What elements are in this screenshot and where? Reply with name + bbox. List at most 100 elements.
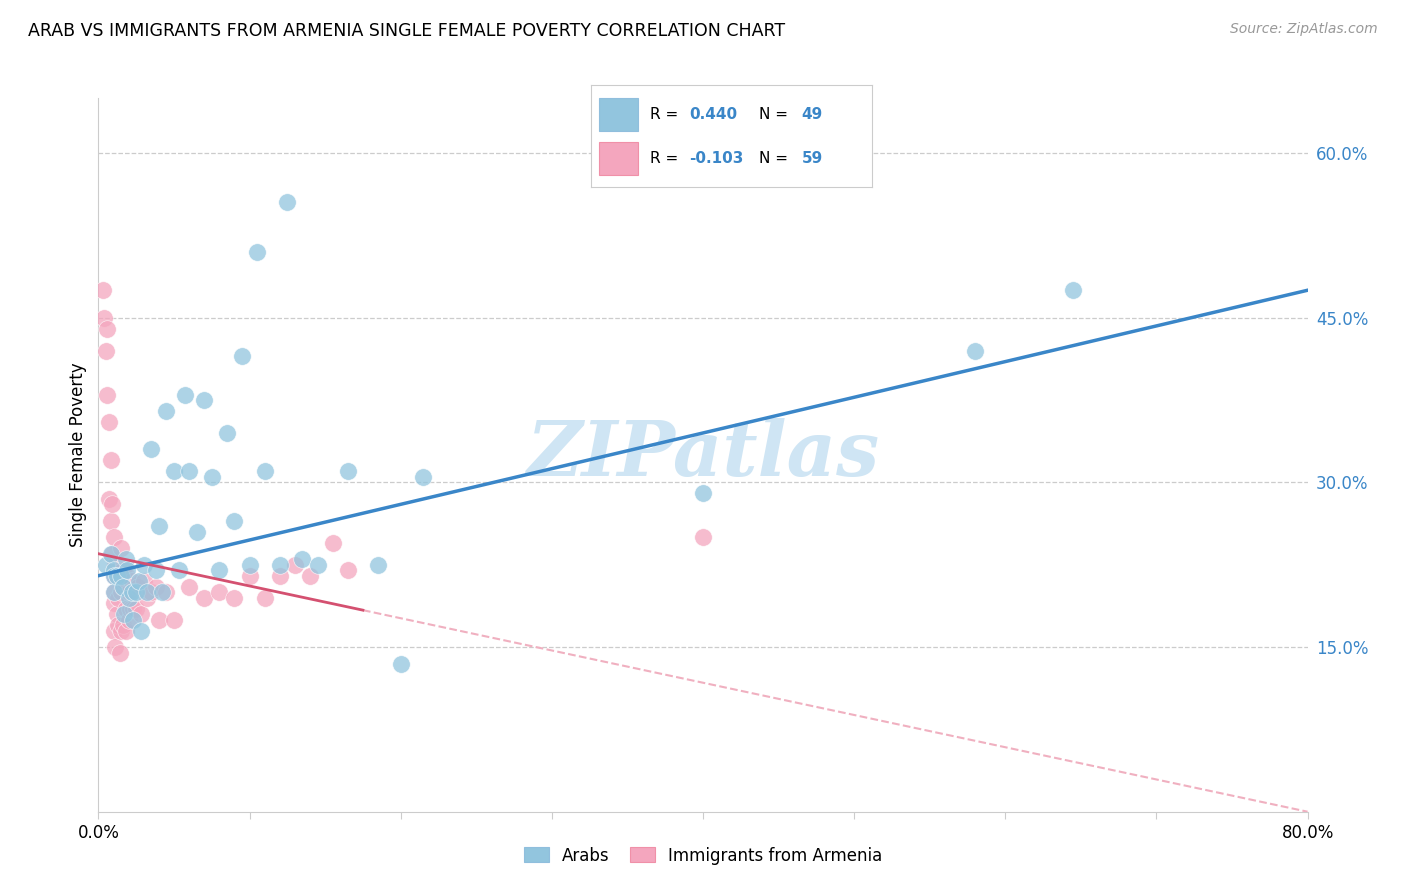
Point (122, 613, 145, 627)
Point (122, 601, 145, 615)
Point (276, 195, 298, 210)
Point (186, 524, 208, 539)
Point (224, 514, 246, 528)
Point (692, 530, 714, 544)
Point (118, 613, 141, 627)
Point (141, 585, 163, 599)
Point (132, 574, 155, 589)
Point (163, 464, 186, 478)
Point (148, 613, 170, 627)
Point (108, 646, 131, 660)
Point (167, 563, 190, 577)
Point (173, 387, 195, 401)
Point (118, 585, 141, 599)
Point (114, 601, 136, 615)
Point (105, 568, 128, 582)
Point (118, 591, 141, 605)
Point (127, 580, 149, 594)
Point (103, 596, 125, 610)
Point (269, 558, 291, 572)
Point (96, 321, 118, 335)
Point (145, 580, 167, 594)
Point (291, 552, 314, 566)
Point (100, 453, 122, 467)
Text: Source: ZipAtlas.com: Source: ZipAtlas.com (1230, 22, 1378, 37)
Point (1062, 283, 1084, 297)
Point (224, 591, 246, 605)
Point (284, 558, 307, 572)
Point (129, 607, 152, 621)
Point (145, 563, 167, 577)
Point (91, 283, 114, 297)
Point (246, 244, 269, 259)
FancyBboxPatch shape (599, 142, 638, 175)
Text: ZIPatlas: ZIPatlas (526, 418, 880, 491)
Point (104, 640, 127, 654)
Point (155, 404, 177, 418)
Text: 49: 49 (801, 107, 823, 122)
Point (269, 568, 291, 582)
Point (215, 425, 238, 440)
FancyBboxPatch shape (599, 98, 638, 131)
Point (692, 486, 714, 500)
Point (107, 591, 129, 605)
Point (96, 387, 118, 401)
Point (208, 585, 231, 599)
Y-axis label: Single Female Poverty: Single Female Poverty (69, 363, 87, 547)
Point (253, 464, 276, 478)
Point (239, 558, 262, 572)
Point (322, 535, 344, 549)
Point (94, 558, 117, 572)
Legend: Arabs, Immigrants from Armenia: Arabs, Immigrants from Armenia (517, 840, 889, 871)
Point (121, 585, 143, 599)
Point (115, 563, 138, 577)
Point (253, 591, 276, 605)
Point (103, 585, 125, 599)
Point (98, 415, 121, 429)
Point (193, 591, 215, 605)
Point (111, 563, 134, 577)
Point (103, 624, 125, 638)
Point (121, 574, 143, 589)
Point (389, 657, 412, 671)
Point (367, 558, 389, 572)
Point (125, 585, 148, 599)
Point (114, 552, 136, 566)
Point (112, 574, 135, 589)
Point (110, 568, 132, 582)
Point (307, 558, 329, 572)
Text: N =: N = (759, 151, 793, 166)
Point (103, 530, 125, 544)
Point (100, 514, 122, 528)
Point (125, 601, 148, 615)
Point (135, 591, 157, 605)
Point (94, 343, 117, 358)
Point (128, 574, 150, 589)
Point (110, 585, 132, 599)
Point (336, 464, 359, 478)
Point (103, 568, 125, 582)
Point (115, 568, 138, 582)
Point (98, 491, 121, 506)
Text: -0.103: -0.103 (689, 151, 744, 166)
Point (412, 470, 434, 484)
Point (111, 580, 134, 594)
Point (179, 464, 201, 478)
Point (105, 607, 128, 621)
Text: R =: R = (650, 151, 683, 166)
Point (101, 497, 124, 511)
Point (120, 601, 142, 615)
Point (965, 343, 987, 358)
Point (336, 563, 359, 577)
Point (112, 607, 135, 621)
Point (208, 563, 231, 577)
Point (107, 618, 129, 632)
Point (141, 442, 163, 457)
Point (150, 585, 173, 599)
Point (93, 310, 115, 325)
Point (163, 613, 186, 627)
Point (299, 568, 322, 582)
Point (193, 392, 215, 407)
Point (103, 585, 125, 599)
Text: ARAB VS IMMIGRANTS FROM ARMENIA SINGLE FEMALE POVERTY CORRELATION CHART: ARAB VS IMMIGRANTS FROM ARMENIA SINGLE F… (28, 22, 785, 40)
